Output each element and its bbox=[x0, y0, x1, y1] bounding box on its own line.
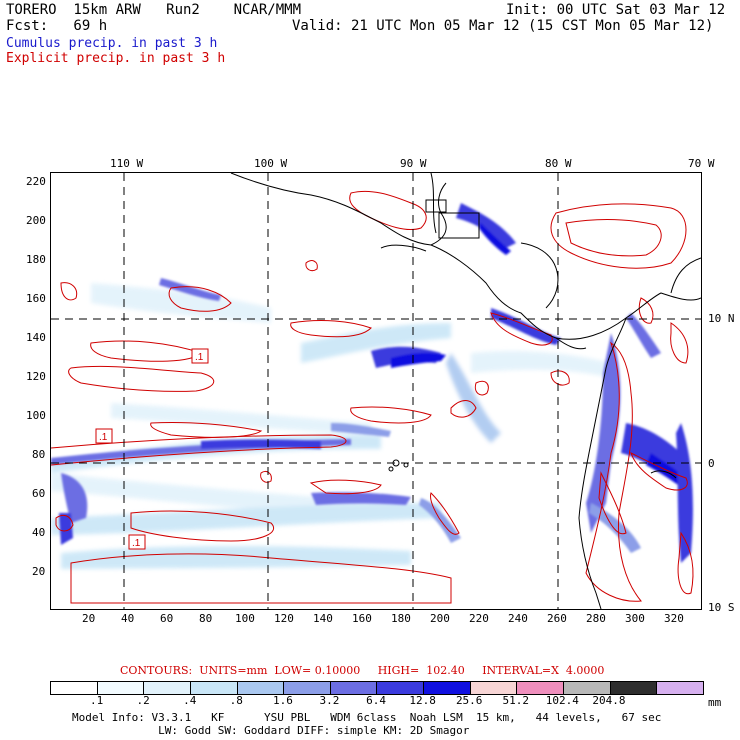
grid-x-label: 220 bbox=[469, 612, 489, 625]
grid-y-label: 40 bbox=[32, 526, 46, 539]
colorbar-swatch bbox=[424, 682, 471, 694]
lat-label-10n: 10 N bbox=[708, 312, 735, 325]
colorbar-labels: .1 .2 .4 .8 1.6 3.2 6.4 12.8 25.6 51.2 102.4 204.8 bbox=[50, 694, 702, 708]
init-time: Init: 00 UTC Sat 03 Mar 12 bbox=[506, 2, 726, 18]
colorbar bbox=[50, 681, 704, 695]
header-title: TORERO 15km ARW Run2 NCAR/MMM bbox=[6, 2, 302, 18]
coastline-layer bbox=[230, 173, 701, 609]
map-canvas: .1 .1 .1 bbox=[51, 173, 701, 609]
grid-y-label: 100 bbox=[26, 409, 46, 422]
contour-box bbox=[95, 428, 113, 444]
colorbar-tick-label: .2 bbox=[136, 694, 150, 707]
cumulus-precip-layer bbox=[51, 283, 611, 569]
colorbar-tick-label: .4 bbox=[183, 694, 197, 707]
grid-x-label: 40 bbox=[121, 612, 135, 625]
grid-y-label: 140 bbox=[26, 331, 46, 344]
grid-y-label: 160 bbox=[26, 292, 46, 305]
grid-x-label: 160 bbox=[352, 612, 372, 625]
colorbar-swatch bbox=[284, 682, 331, 694]
lon-label-100w: 100 W bbox=[254, 157, 288, 170]
cumulus-legend: Cumulus precip. in past 3 h bbox=[6, 36, 218, 51]
grid-y-label: 180 bbox=[26, 253, 46, 266]
contour-box bbox=[128, 534, 146, 550]
model-physics: LW: Godd SW: Goddard DIFF: simple KM: 2D… bbox=[72, 724, 470, 737]
grid-x-label: 100 bbox=[235, 612, 255, 625]
grid-x-label: 280 bbox=[586, 612, 606, 625]
colorbar-swatch bbox=[51, 682, 98, 694]
colorbar-swatch bbox=[564, 682, 611, 694]
model-info: Model Info: V3.3.1 KF YSU PBL WDM 6class… bbox=[72, 711, 662, 724]
contour-info: CONTOURS: UNITS=mm LOW= 0.10000 HIGH= 10… bbox=[120, 664, 605, 677]
grid-x-label: 120 bbox=[274, 612, 294, 625]
colorbar-tick-label: 1.6 bbox=[272, 694, 293, 707]
grid-x-label: 260 bbox=[547, 612, 567, 625]
grid-x-label: 20 bbox=[82, 612, 96, 625]
lon-label-80w: 80 W bbox=[545, 157, 572, 170]
grid-y-label: 80 bbox=[32, 448, 46, 461]
grid-x-label: 60 bbox=[160, 612, 174, 625]
colorbar-swatch bbox=[377, 682, 425, 694]
colorbar-tick-label: 6.4 bbox=[366, 694, 386, 707]
colorbar-tick-label: 102.4 bbox=[545, 694, 579, 707]
grid-x-label: 140 bbox=[313, 612, 333, 625]
colorbar-tick-label: 12.8 bbox=[409, 694, 436, 707]
grid-x-label: 320 bbox=[664, 612, 684, 625]
grid-y-label: 20 bbox=[32, 565, 46, 578]
colorbar-unit: mm bbox=[708, 696, 722, 709]
valid-time: Valid: 21 UTC Mon 05 Mar 12 (15 CST Mon … bbox=[292, 18, 714, 34]
lat-label-10s: 10 S bbox=[708, 601, 735, 614]
grid-y-label: 200 bbox=[26, 214, 46, 227]
grid-y-label: 120 bbox=[26, 370, 46, 383]
lat-lon-grid bbox=[51, 173, 701, 609]
grid-x-label: 200 bbox=[430, 612, 450, 625]
colorbar-tick-label: 204.8 bbox=[592, 694, 626, 707]
grid-x-label: 80 bbox=[199, 612, 213, 625]
forecast-hour: Fcst: 69 h bbox=[6, 18, 108, 34]
colorbar-swatch bbox=[470, 682, 518, 694]
colorbar-swatch bbox=[517, 682, 565, 694]
contour-box-label: .1 bbox=[195, 352, 204, 363]
contour-box-label: .1 bbox=[99, 432, 108, 443]
grid-y-label: 220 bbox=[26, 175, 46, 188]
lon-label-90w: 90 W bbox=[400, 157, 427, 170]
colorbar-swatch bbox=[144, 682, 191, 694]
colorbar-tick-label: .8 bbox=[229, 694, 243, 707]
colorbar-tick-label: .1 bbox=[89, 694, 104, 707]
grid-x-label: 180 bbox=[391, 612, 411, 625]
lat-label-0: 0 bbox=[708, 457, 715, 470]
lon-label-70w: 70 W bbox=[688, 157, 715, 170]
colorbar-swatch bbox=[657, 682, 703, 694]
cumulus-core-layer bbox=[51, 203, 693, 563]
precip-map: .1 .1 .1 bbox=[50, 172, 702, 610]
colorbar-swatch bbox=[190, 682, 238, 694]
colorbar-swatch bbox=[97, 682, 145, 694]
colorbar-tick-label: 25.6 bbox=[455, 694, 483, 707]
contour-box-labels: .1 .1 .1 bbox=[95, 348, 209, 550]
colorbar-swatch bbox=[237, 682, 285, 694]
colorbar-tick-label: 51.2 bbox=[502, 694, 530, 707]
grid-x-label: 240 bbox=[508, 612, 528, 625]
colorbar-swatch bbox=[610, 682, 658, 694]
grid-y-label: 60 bbox=[32, 487, 46, 500]
contour-box bbox=[191, 348, 209, 364]
grid-x-label: 300 bbox=[625, 612, 645, 625]
colorbar-tick-label: 3.2 bbox=[319, 694, 340, 707]
lon-label-110w: 110 W bbox=[110, 157, 144, 170]
contour-box-label: .1 bbox=[132, 538, 141, 549]
colorbar-swatch bbox=[330, 682, 378, 694]
explicit-legend: Explicit precip. in past 3 h bbox=[6, 51, 226, 66]
explicit-contour-layer bbox=[51, 190, 694, 604]
